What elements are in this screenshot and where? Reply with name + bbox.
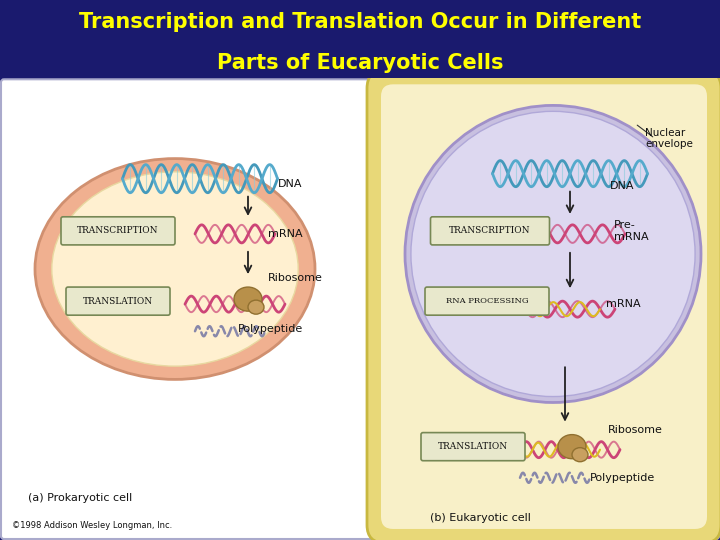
Text: Polypeptide: Polypeptide bbox=[238, 324, 303, 334]
Text: RNA PROCESSING: RNA PROCESSING bbox=[446, 297, 528, 305]
Text: Ribosome: Ribosome bbox=[608, 424, 663, 435]
Ellipse shape bbox=[405, 105, 701, 402]
Text: mRNA: mRNA bbox=[606, 299, 641, 309]
Text: (a) Prokaryotic cell: (a) Prokaryotic cell bbox=[28, 493, 132, 503]
Text: TRANSLATION: TRANSLATION bbox=[83, 296, 153, 306]
FancyBboxPatch shape bbox=[421, 433, 525, 461]
Text: TRANSCRIPTION: TRANSCRIPTION bbox=[449, 226, 531, 235]
Text: (b) Eukaryotic cell: (b) Eukaryotic cell bbox=[430, 513, 531, 523]
FancyBboxPatch shape bbox=[431, 217, 549, 245]
Ellipse shape bbox=[234, 287, 262, 311]
Text: DNA: DNA bbox=[278, 179, 302, 188]
Text: mRNA: mRNA bbox=[268, 229, 302, 239]
FancyBboxPatch shape bbox=[66, 287, 170, 315]
Text: DNA: DNA bbox=[610, 181, 634, 191]
FancyBboxPatch shape bbox=[1, 79, 719, 539]
Ellipse shape bbox=[411, 111, 695, 396]
Text: Transcription and Translation Occur in Different: Transcription and Translation Occur in D… bbox=[79, 12, 641, 32]
FancyBboxPatch shape bbox=[367, 70, 720, 540]
Text: Pre-
mRNA: Pre- mRNA bbox=[614, 220, 649, 242]
FancyBboxPatch shape bbox=[381, 84, 707, 529]
Ellipse shape bbox=[35, 159, 315, 380]
Text: ©1998 Addison Wesley Longman, Inc.: ©1998 Addison Wesley Longman, Inc. bbox=[12, 522, 172, 530]
FancyBboxPatch shape bbox=[425, 287, 549, 315]
Text: Ribosome: Ribosome bbox=[268, 273, 323, 283]
Text: Parts of Eucaryotic Cells: Parts of Eucaryotic Cells bbox=[217, 52, 503, 73]
Text: Nuclear
envelope: Nuclear envelope bbox=[645, 128, 693, 150]
Ellipse shape bbox=[52, 172, 298, 366]
Ellipse shape bbox=[572, 448, 588, 462]
Ellipse shape bbox=[558, 435, 586, 458]
Ellipse shape bbox=[248, 300, 264, 314]
Text: Polypeptide: Polypeptide bbox=[590, 473, 655, 483]
Text: TRANSCRIPTION: TRANSCRIPTION bbox=[77, 226, 158, 235]
FancyBboxPatch shape bbox=[61, 217, 175, 245]
Text: TRANSLATION: TRANSLATION bbox=[438, 442, 508, 451]
